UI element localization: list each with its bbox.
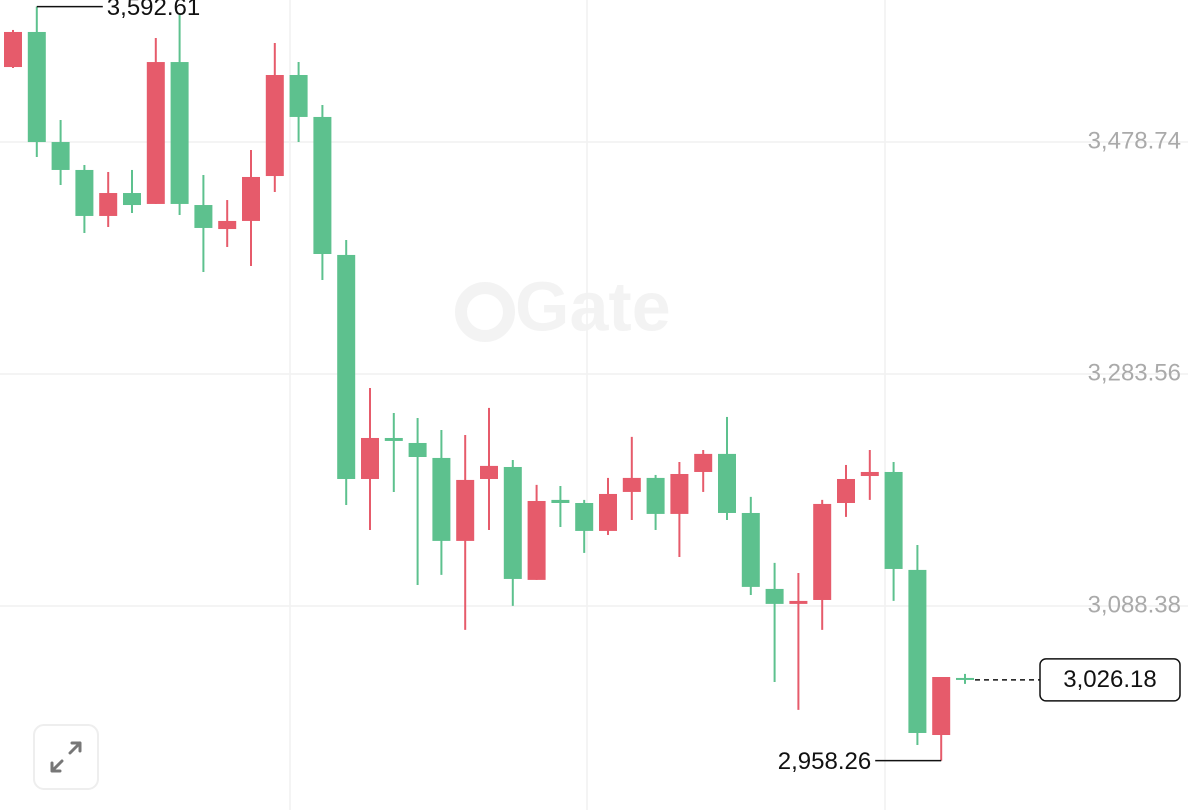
candle-body	[265, 74, 284, 177]
candle-body	[361, 437, 379, 479]
low-marker-label: 2,958.26	[778, 748, 871, 775]
candle-body	[51, 142, 70, 170]
candle-body	[503, 466, 522, 579]
candle-body	[384, 437, 403, 441]
candle-body	[337, 254, 356, 479]
candle-body	[956, 677, 974, 680]
candle-body	[527, 500, 546, 580]
candle-body	[789, 600, 808, 604]
candle-body	[599, 493, 617, 531]
candle-body	[551, 499, 570, 503]
candle-body	[27, 31, 46, 143]
candle-body	[146, 62, 165, 204]
candle-body	[622, 477, 641, 492]
candle-body	[741, 512, 760, 587]
watermark: Gate	[455, 267, 671, 345]
high-marker-label: 3,592.61	[107, 0, 200, 21]
watermark-text: Gate	[515, 267, 671, 345]
expand-button[interactable]	[33, 724, 99, 790]
y-tick-label: 3,088.38	[1088, 591, 1181, 618]
candle-body	[289, 74, 308, 117]
candle-body	[480, 465, 498, 479]
vertical-grid	[289, 0, 886, 810]
candle-body	[694, 453, 713, 472]
y-tick-label: 3,283.56	[1088, 359, 1181, 386]
candle-body	[646, 477, 665, 514]
candle-body	[99, 193, 118, 216]
candle-body	[765, 588, 784, 604]
candle-body	[123, 193, 141, 206]
candle-body	[813, 503, 832, 600]
candle-body	[218, 220, 237, 230]
candle-body	[313, 116, 332, 254]
y-tick-label: 3,478.74	[1088, 127, 1181, 154]
candle-body	[242, 176, 260, 221]
candle-body	[860, 471, 879, 477]
candle-body	[408, 442, 427, 457]
candle-body	[884, 471, 903, 569]
candle-body	[170, 62, 189, 204]
candle-body	[718, 453, 736, 513]
candle-body	[908, 569, 927, 733]
expand-icon[interactable]	[50, 741, 82, 773]
candle-body	[932, 677, 951, 736]
candle-body	[575, 502, 594, 531]
candle-body	[456, 479, 475, 541]
candle-body	[432, 457, 451, 541]
candle-body	[4, 31, 22, 68]
watermark-logo	[455, 282, 515, 342]
candle-body	[670, 473, 689, 514]
last-price-label: 3,026.18	[1063, 666, 1156, 693]
candle-body	[837, 478, 855, 503]
candle-body	[75, 169, 94, 216]
candle-body	[194, 205, 213, 228]
last-price-box	[1039, 658, 1181, 702]
plot: 3,088.38 3,283.56 3,478.74 3,592.61 2,958.26…	[0, 0, 1188, 775]
expand-button-frame[interactable]	[33, 724, 99, 790]
